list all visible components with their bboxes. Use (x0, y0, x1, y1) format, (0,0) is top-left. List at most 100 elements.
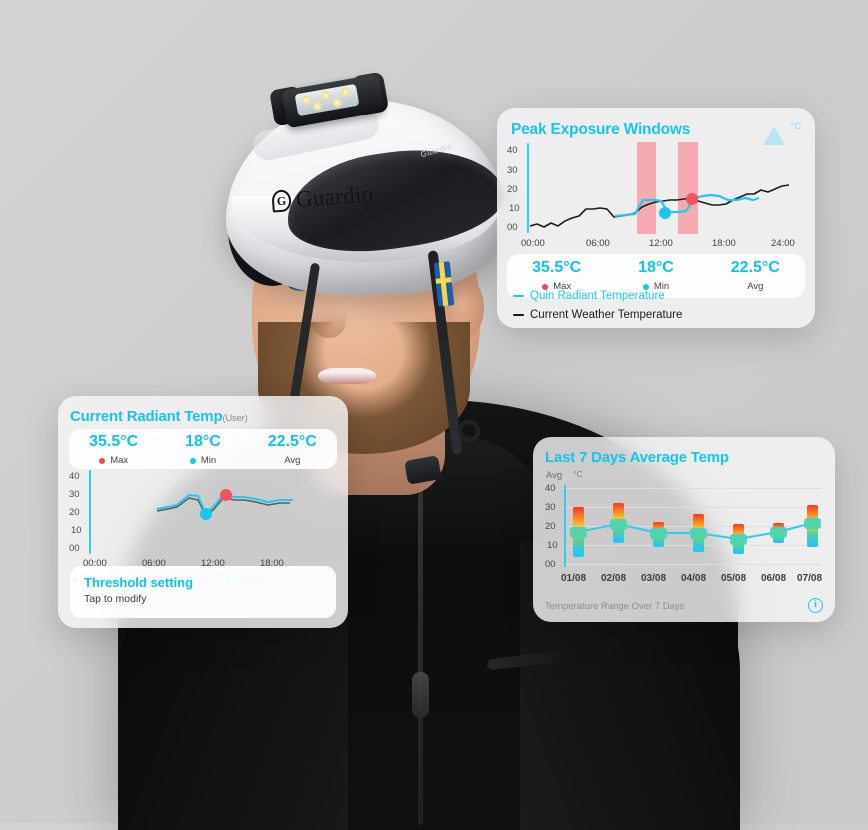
x-tick: 06:00 (142, 558, 166, 569)
x-tick: 02/08 (601, 573, 627, 584)
x-tick: 18:00 (712, 238, 736, 249)
radiant-plot (156, 489, 293, 520)
radiant-title-suffix: (User) (222, 413, 248, 424)
legend-weather: Current Weather Temperature (513, 309, 682, 321)
led-bulb (320, 90, 331, 101)
y-tick: 40 (545, 483, 556, 494)
stat-max: 35.5°C Max (69, 429, 158, 469)
min-marker (200, 508, 212, 520)
min-dot-icon (642, 283, 649, 290)
stat-avg-label: Avg (747, 281, 764, 292)
led-bulb (312, 101, 323, 112)
peak-plot (529, 142, 790, 234)
max-marker (220, 489, 232, 501)
stat-min: 18°C Min (606, 254, 705, 298)
guardio-wordmark: Guardio (295, 181, 375, 212)
unit-badge: °C (790, 121, 801, 131)
x-tick: 01/08 (561, 573, 587, 584)
x-tick: 04/08 (681, 573, 707, 584)
x-tick: 06/08 (761, 573, 787, 584)
led-bulb (300, 94, 312, 106)
y-tick: 10 (509, 203, 520, 214)
jacket-zipper (418, 470, 423, 825)
led-bulb (331, 97, 343, 108)
led-bulb (340, 86, 351, 98)
y-tick: 20 (69, 507, 80, 518)
x-tick: 06:00 (586, 238, 610, 249)
max-marker (686, 193, 698, 205)
unit-label: °C (573, 469, 583, 479)
last-7-days-card[interactable]: Last 7 Days Average Temp Avg °C 40 30 20… (533, 437, 835, 622)
radiant-card-title: Current Radiant Temp(User) (70, 408, 348, 425)
stat-min-label: Min (606, 281, 705, 292)
stat-max-value: 35.5°C (532, 259, 582, 276)
peak-exposure-card[interactable]: Peak Exposure Windows °C 40 30 20 10 00 … (497, 108, 815, 328)
y-axis (89, 470, 91, 554)
stat-avg: 22.5°C Avg (248, 429, 337, 469)
x-tick: 05/08 (721, 573, 747, 584)
legend-radiant: Quin Radiant Temperature (513, 290, 665, 302)
current-radiant-temp-card[interactable]: Current Radiant Temp(User) 35.5°C Max 18… (58, 396, 348, 628)
stat-avg-label: Avg (284, 455, 301, 466)
stat-max-value: 35.5°C (89, 433, 139, 450)
y-tick: 20 (545, 521, 556, 532)
x-tick: 18:00 (260, 558, 284, 569)
avg-label: Avg (546, 470, 563, 481)
y-tick: 40 (69, 471, 80, 482)
x-tick: 00:00 (83, 558, 107, 569)
stat-avg: 22.5°C Avg (706, 254, 805, 298)
peak-stats-strip: 35.5°C Max 18°C Min 22.5°C Avg (507, 254, 805, 298)
info-icon[interactable]: i (808, 598, 823, 613)
grid-line (563, 507, 821, 508)
x-tick: 24:00 (771, 238, 795, 249)
days-footnote: Temperature Range Over 7 Days (545, 601, 685, 612)
legend-line-icon (513, 294, 524, 298)
days-card-title: Last 7 Days Average Temp (545, 449, 729, 466)
y-tick: 30 (507, 165, 518, 176)
threshold-title: Threshold setting (84, 575, 194, 590)
stat-min-label: Min (158, 455, 247, 466)
y-axis (527, 143, 529, 233)
x-tick: 12:00 (201, 558, 225, 569)
stat-max-label: Max (69, 455, 158, 466)
stat-min: 18°C Min (158, 429, 247, 469)
avg-marker-01-08 (570, 527, 587, 538)
threshold-setting-card[interactable]: Threshold setting Tap to modify (70, 566, 336, 618)
y-tick: 00 (545, 559, 556, 570)
min-marker (659, 207, 671, 219)
y-axis (564, 485, 566, 567)
y-tick: 10 (71, 525, 82, 536)
stat-avg-value: 22.5°C (267, 433, 317, 450)
max-dot-icon (99, 457, 106, 464)
max-dot-icon (542, 283, 549, 290)
grid-line (563, 488, 821, 489)
y-tick: 40 (507, 145, 518, 156)
stat-min-value: 18°C (185, 433, 221, 450)
radiant-stats-strip: 35.5°C Max 18°C Min 22.5°C Avg (69, 429, 337, 469)
avg-marker-06-08 (770, 527, 787, 538)
grid-line (563, 526, 821, 527)
y-tick: 30 (69, 489, 80, 500)
zipper-pull (412, 672, 429, 718)
strap-ring (458, 420, 480, 442)
mouth (318, 368, 376, 384)
grid-line (563, 545, 821, 546)
x-tick: 00:00 (521, 238, 545, 249)
avg-marker-02-08 (610, 519, 627, 530)
grid-line (563, 564, 821, 565)
avg-marker-04-08 (690, 528, 707, 539)
y-tick: 10 (547, 540, 558, 551)
x-tick: 03/08 (641, 573, 667, 584)
stat-avg-value: 22.5°C (730, 259, 780, 276)
avg-marker-03-08 (650, 528, 667, 539)
avg-marker-05-08 (730, 534, 747, 545)
triangle-icon (763, 126, 785, 145)
guardio-mark-icon: G (271, 189, 292, 213)
min-dot-icon (189, 457, 196, 464)
stat-max-label: Max (507, 281, 606, 292)
x-tick: 12:00 (649, 238, 673, 249)
stat-max: 35.5°C Max (507, 254, 606, 298)
threshold-subtitle: Tap to modify (84, 593, 147, 605)
y-tick: 00 (69, 543, 80, 554)
legend-line-icon (513, 313, 524, 317)
